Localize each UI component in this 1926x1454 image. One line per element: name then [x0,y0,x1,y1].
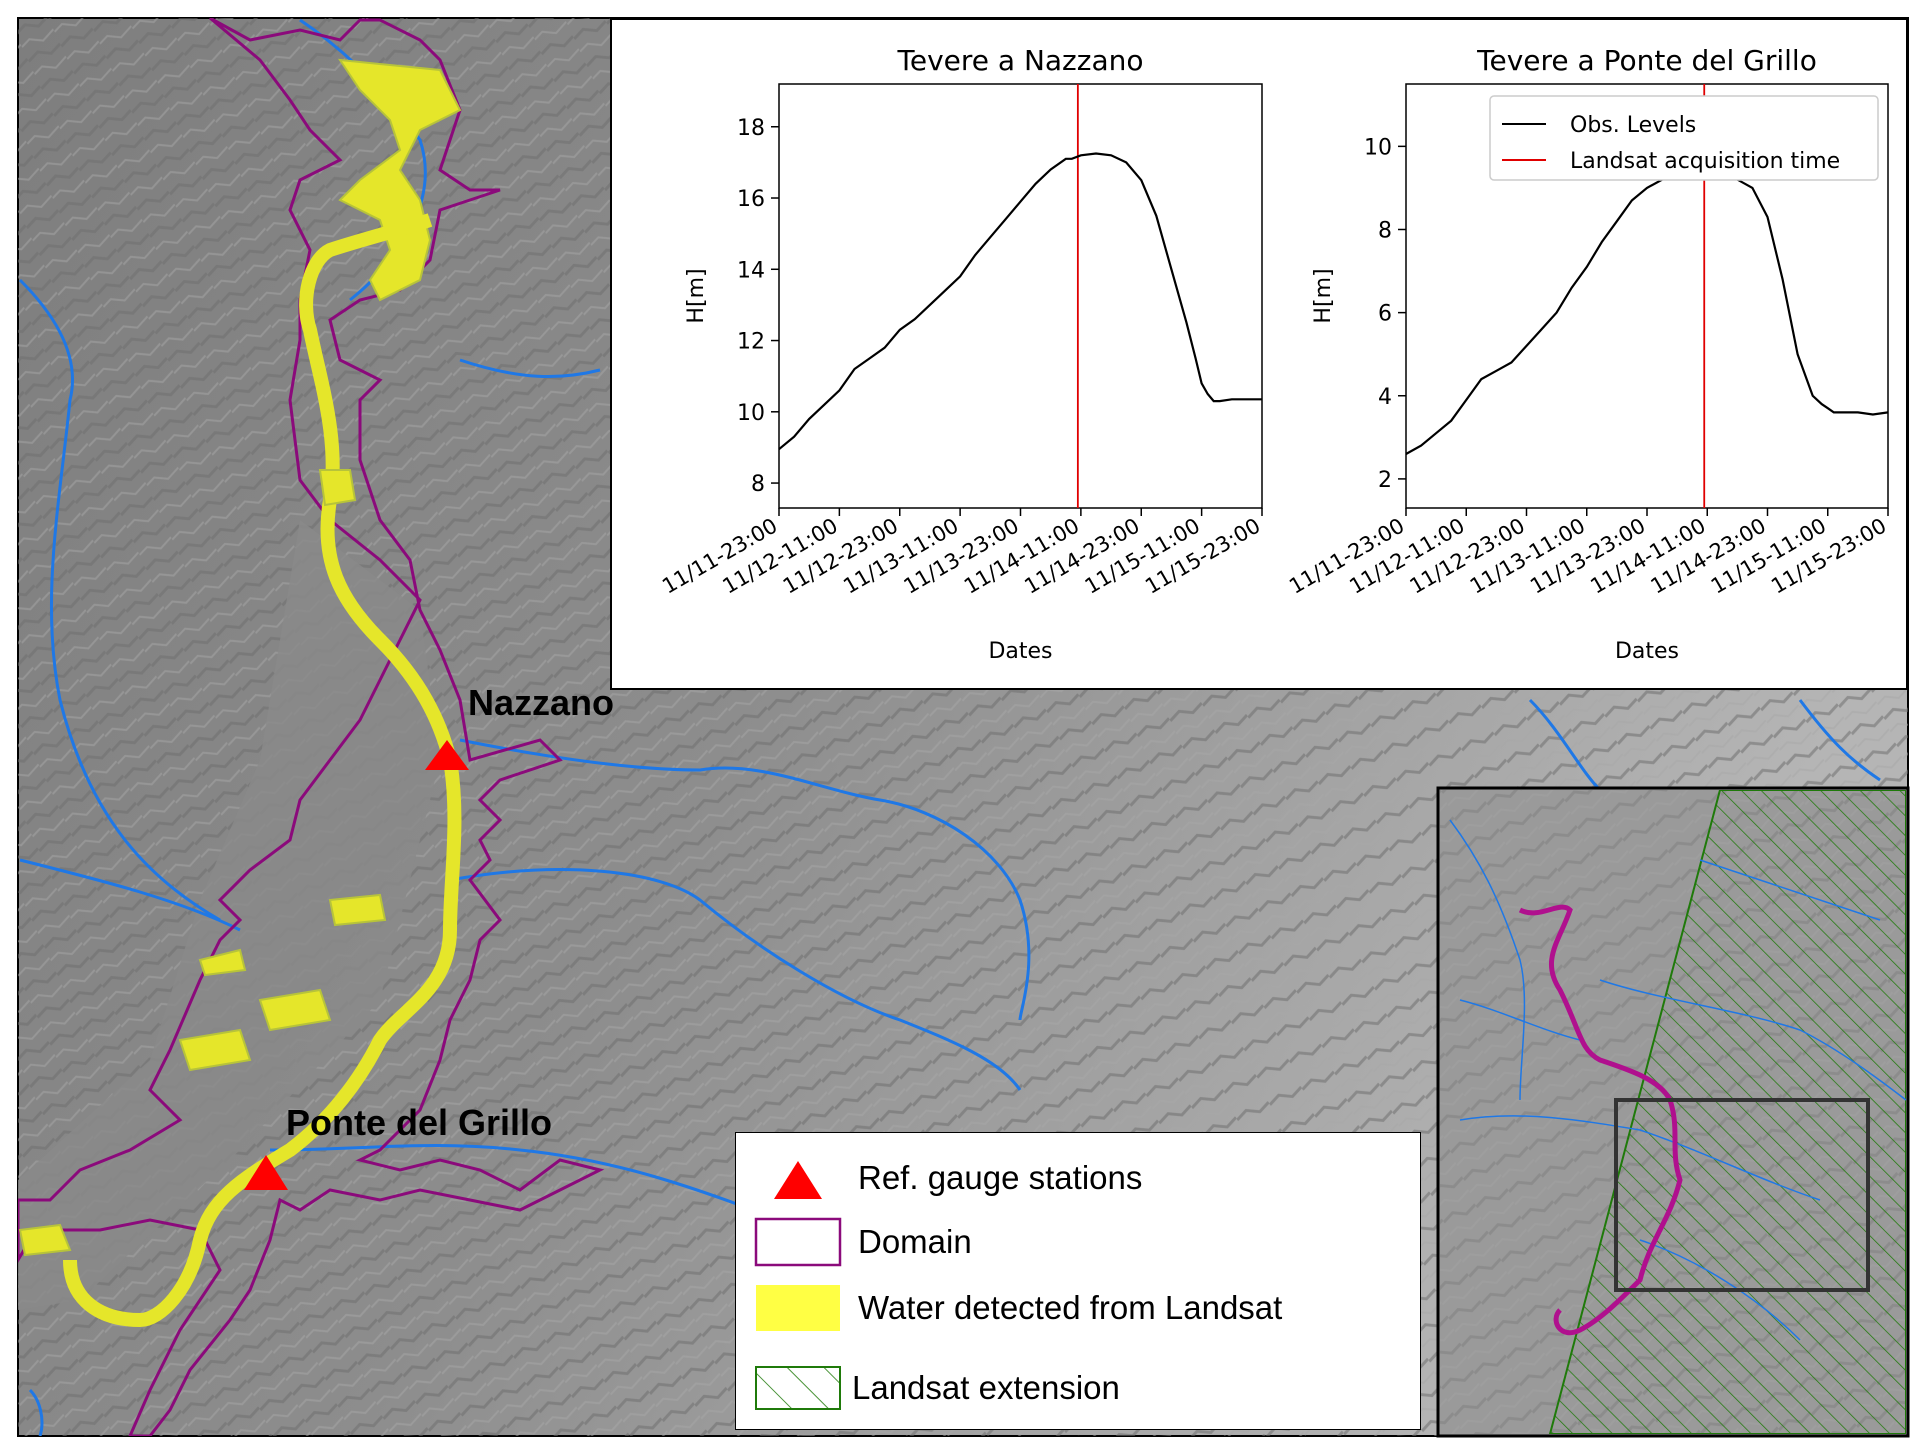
river-west-1 [18,278,221,922]
chart-title: Tevere a Nazzano [897,44,1144,77]
y-axis-label: H[m] [684,268,709,323]
chart-1: Tevere a Nazzano81012141618H[m]11/11-23:… [658,44,1264,664]
legend-panel: Ref. gauge stations Domain Water detecte… [735,1132,1421,1430]
river-sw [28,1388,44,1436]
river-east-5 [1798,699,1881,782]
station-label-nazzano: Nazzano [468,682,615,723]
y-tick-label: 10 [737,401,765,426]
y-tick-label: 6 [1378,302,1392,327]
charts-svg: Tevere a Nazzano81012141618H[m]11/11-23:… [658,44,1890,664]
water-patch-5 [258,988,332,1032]
y-tick-label: 4 [1378,385,1392,410]
chart-2: Tevere a Ponte del Grillo246810H[m]11/11… [1285,44,1890,664]
water-north-lake [337,58,462,302]
water-patch-6 [18,1223,72,1257]
water-patch-3 [178,1028,252,1072]
legend-label-water: Water detected from Landsat [858,1289,1283,1326]
water-patch-4 [198,948,247,977]
y-tick-label: 2 [1378,468,1392,493]
river-east-2 [449,868,1022,1091]
river-east-1 [459,738,1031,1021]
inset-extent-box [1614,1098,1870,1292]
chart-legend-box [1489,95,1879,181]
domain-outline [18,18,605,1436]
legend-red-triangle-icon [774,1161,822,1199]
legend-label-domain: Domain [858,1223,972,1260]
chart-title: Tevere a Ponte del Grillo [1476,44,1817,77]
y-axis-label: H[m] [1311,268,1336,323]
x-axis-label: Dates [1615,639,1679,664]
plot-area [778,83,1263,509]
river-west-2 [19,858,241,932]
water-patch-1 [318,469,357,507]
inset-landsat-extension [1548,790,1906,1434]
legend-symbols [754,1161,842,1410]
water-river-channel [63,213,462,1328]
series-line-obs-levels [778,152,1262,451]
legend-label-obs: Obs. Levels [1570,113,1696,138]
y-tick-label: 8 [1378,218,1392,243]
y-tick-label: 14 [737,258,765,283]
legend-label-landsat: Landsat extension [852,1369,1120,1406]
legend-domain-icon [754,1217,842,1267]
chart-panel: Tevere a Nazzano 8 10 12 14 16 18 H[m] 11/11-23:… [610,18,1908,690]
inset-map [1436,786,1910,1438]
station-marker-ponte-del-grillo [244,1155,288,1190]
legend-label-gauge: Ref. gauge stations [858,1159,1143,1196]
legend-label-landsat-time: Landsat acquisition time [1570,149,1840,174]
y-tick-label: 8 [751,472,765,497]
legend-water-icon [756,1285,840,1331]
river-east-3 [269,1144,781,1222]
y-tick-label: 16 [737,187,765,212]
y-tick-label: 10 [1364,135,1392,160]
station-marker-nazzano [425,740,469,770]
station-label-ponte-del-grillo: Ponte del Grillo [286,1102,553,1143]
y-tick-label: 18 [737,116,765,141]
water-patch-2 [328,893,387,927]
y-tick-label: 12 [737,330,765,355]
legend-hatch-icon [755,1366,841,1410]
x-axis-label: Dates [988,639,1052,664]
river-ne [459,358,601,379]
